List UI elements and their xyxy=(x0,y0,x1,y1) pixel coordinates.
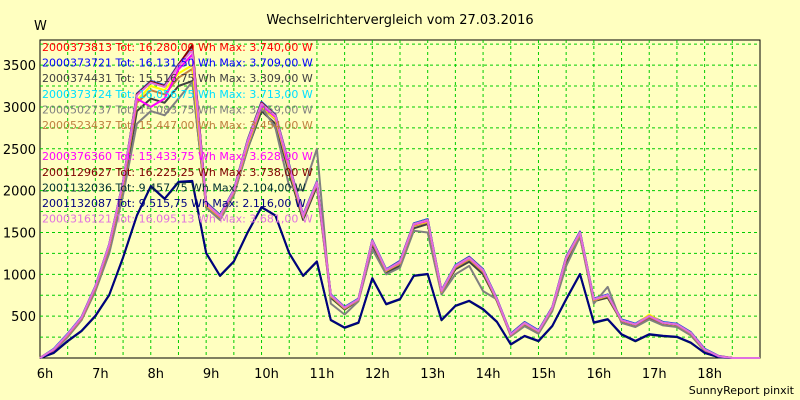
legend-entry-2: 2000373721 Tot: 16.131,50 Wh Max: 3.709,… xyxy=(42,57,313,70)
y-tick-label: 2500 xyxy=(3,143,36,158)
legend-entry-3: 2000374431 Tot: 15.516,75 Wh Max: 3.309,… xyxy=(42,72,313,85)
series-lines xyxy=(39,44,760,359)
x-tick-label: 16h xyxy=(586,367,611,382)
x-tick-label: 15h xyxy=(531,367,556,382)
legend: 2000373813 Tot: 16.280,00 Wh Max: 3.740,… xyxy=(42,41,313,226)
x-tick-label: 11h xyxy=(310,367,335,382)
series-line-5 xyxy=(39,80,760,359)
legend-entry-6: 2000523437 Tot: 15.447,00 Wh Max: 3.454,… xyxy=(42,119,313,132)
y-axis-unit: W xyxy=(34,19,47,34)
legend-entry-12: 2000316121 Tot: 16.095,13 Wh Max: 3.681,… xyxy=(42,213,313,226)
x-tick-label: 12h xyxy=(365,367,390,382)
y-tick-label: 3000 xyxy=(3,101,36,116)
x-tick-label: 10h xyxy=(254,367,279,382)
grid xyxy=(39,39,761,359)
x-tick-label: 8h xyxy=(148,367,165,382)
series-line-12 xyxy=(39,49,760,359)
y-tick-label: 2000 xyxy=(3,185,36,200)
x-tick-label: 9h xyxy=(203,367,220,382)
axis-ticks: 6h 7h 8h 9h 10h 11h 12h 13h 14h 15h 16h 17h 18h 500 10… xyxy=(3,59,722,382)
legend-entry-8: 2000376360 Tot: 15.433,75 Wh Max: 3.628,… xyxy=(42,150,313,163)
x-tick-label: 6h xyxy=(37,367,54,382)
credit-label: SunnyReport pinxit xyxy=(689,384,795,397)
chart-title: Wechselrichtervergleich vom 27.03.2016 xyxy=(266,13,533,28)
x-tick-label: 14h xyxy=(476,367,501,382)
legend-entry-1: 2000373813 Tot: 16.280,00 Wh Max: 3.740,… xyxy=(42,41,313,54)
legend-entry-4: 2000373724 Tot: 16.056,75 Wh Max: 3.713,… xyxy=(42,88,313,101)
legend-entry-9: 2001129627 Tot: 16.225,25 Wh Max: 3.738,… xyxy=(42,166,313,179)
y-tick-label: 3500 xyxy=(3,59,36,74)
legend-entry-11: 2001132087 Tot: 9.515,75 Wh Max: 2.116,0… xyxy=(42,197,306,210)
y-tick-label: 1000 xyxy=(3,268,36,283)
x-tick-label: 18h xyxy=(697,367,722,382)
x-tick-label: 13h xyxy=(420,367,445,382)
x-tick-label: 7h xyxy=(92,367,109,382)
y-tick-label: 500 xyxy=(11,310,36,325)
y-tick-label: 1500 xyxy=(3,226,36,241)
legend-entry-10: 2001132036 Tot: 9.457,75 Wh Max: 2.104,0… xyxy=(42,181,306,194)
x-tick-label: 17h xyxy=(642,367,667,382)
series-line-11 xyxy=(39,179,760,359)
legend-entry-5: 2000502737 Tot: 15.083,75 Wh Max: 3.459,… xyxy=(42,103,313,116)
